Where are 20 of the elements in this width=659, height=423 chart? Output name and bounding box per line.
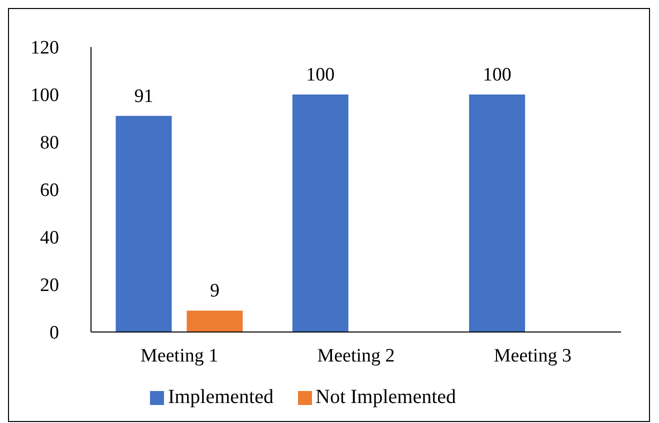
y-tick-label: 80 [40,132,59,154]
y-tick-label: 100 [30,85,59,106]
x-tick-label: Meeting 3 [494,345,572,366]
y-tick-label: 20 [40,275,59,296]
legend-label: Implemented [168,386,274,408]
bar [186,310,243,332]
data-label: 100 [482,64,512,86]
data-label: 100 [306,64,335,86]
x-tick-label: Meeting 1 [140,345,218,366]
bar [292,94,348,332]
bar [116,116,172,332]
y-tick-label: 60 [40,180,59,202]
y-tick-label: 40 [40,228,59,249]
data-label: 9 [210,280,220,302]
x-tick-label: Meeting 2 [317,345,395,366]
y-tick-label: 0 [50,322,59,344]
legend-label: Not Implemented [316,386,456,408]
data-label: 91 [134,86,154,107]
y-tick-label: 120 [30,38,59,59]
bar [469,94,526,332]
